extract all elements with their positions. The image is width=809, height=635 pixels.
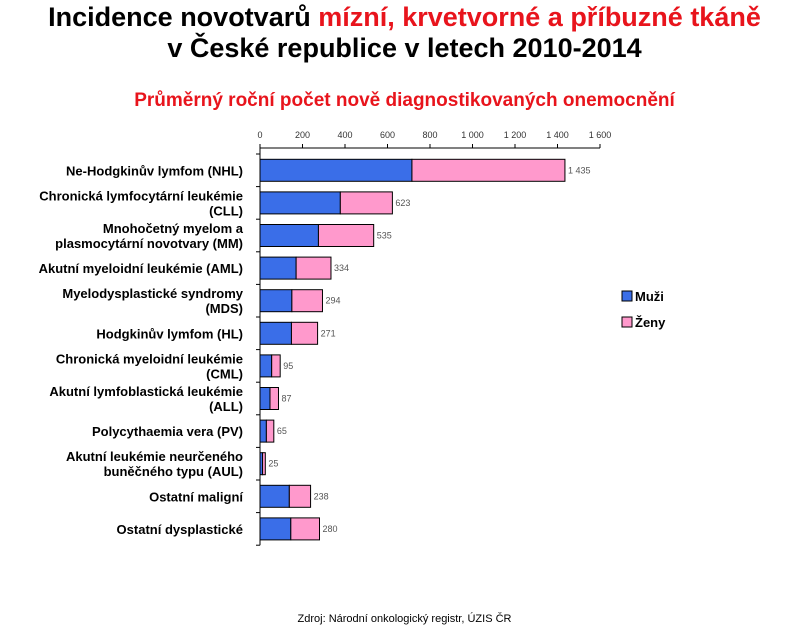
category-label-0: Ne-Hodgkinův lymfom (NHL) [66,163,243,178]
x-tick-label-8: 1 600 [589,130,612,140]
chart-subtitle: Průměrný roční počet nově diagnostikovan… [134,90,675,111]
title-prefix: Incidence novotvarů [48,2,319,32]
category-label-2-0: Mnohočetný myelom a [103,221,244,236]
category-label-4-0: Myelodysplastické syndromy [62,286,243,301]
bar-muzi-7 [259,387,271,410]
bar-zeny-8 [265,419,275,443]
bar-zeny-0 [411,158,566,182]
bar-zeny-10 [288,484,312,508]
category-label-6-0: Chronická myeloidní leukémie [56,351,243,366]
category-label-7-1: (ALL) [209,399,243,414]
bar-zeny-5 [290,321,319,345]
chart-title-line-1: Incidence novotvarů mízní, krvetvorné a … [0,2,809,33]
bar-muzi-8 [259,419,267,443]
total-label-9: 25 [268,459,278,469]
total-label-3: 334 [334,263,349,273]
category-label-4-1: (MDS) [205,301,243,316]
bar-zeny-4 [291,289,323,313]
category-label-3: Akutní myeloidní leukémie (AML) [39,261,243,276]
x-tick-label-5: 1 000 [461,130,484,140]
category-label-9-1: buněčného typu (AUL) [104,464,243,479]
category-label-10: Ostatní maligní [149,489,243,504]
bar-zeny-2 [317,224,375,247]
chart-title-line-2: v České republice v letech 2010-2014 [167,33,642,63]
bar-zeny-7 [269,387,279,410]
total-label-2: 535 [377,231,392,241]
bar-muzi-0 [259,158,413,182]
legend-label-zeny: Ženy [635,315,666,330]
bar-zeny-1 [339,191,393,215]
bar-muzi-6 [259,354,273,378]
category-label-1-0: Chronická lymfocytární leukémie [39,188,243,203]
category-label-6-1: (CML) [206,366,243,381]
category-label-7-0: Akutní lymfoblastická leukémie [49,384,243,399]
legend-label-muzi: Muži [635,289,664,304]
bar-chart: 0 200 400 600 800 1 000 1 200 1 400 1 600 Ne-Hodg… [39,130,666,546]
x-tick-label-2: 400 [337,130,352,140]
category-label-1-1: (CLL) [209,203,243,218]
bar-zeny-6 [271,354,281,378]
bar-muzi-1 [259,191,341,215]
title-highlight: mízní, krvetvorné a příbuzné tkáně [318,2,761,32]
category-label-8: Polycythaemia vera (PV) [92,424,243,439]
x-tick-label-3: 600 [380,130,395,140]
bar-muzi-5 [259,321,292,345]
category-label-2-1: plasmocytární novotvary (MM) [55,236,243,251]
bar-muzi-2 [259,224,319,247]
total-label-0: 1 435 [568,165,591,175]
bar-muzi-11 [259,517,292,541]
x-tick-label-7: 1 400 [546,130,569,140]
x-tick-label-0: 0 [257,130,262,140]
total-label-8: 65 [277,426,287,436]
legend-swatch-muzi [621,290,633,302]
total-label-10: 238 [314,491,329,501]
total-label-4: 294 [325,296,340,306]
category-label-11: Ostatní dysplastické [117,522,243,537]
legend-swatch-zeny [621,316,633,328]
total-label-6: 95 [283,361,293,371]
total-label-7: 87 [281,394,291,404]
bar-zeny-9 [262,452,266,476]
total-label-5: 271 [321,328,336,338]
bar-zeny-3 [295,256,332,280]
source-note: Zdroj: Národní onkologický registr, ÚZIS… [297,613,512,625]
x-tick-label-4: 800 [422,130,437,140]
x-tick-label-1: 200 [295,130,310,140]
category-label-5: Hodgkinův lymfom (HL) [96,326,243,341]
bar-zeny-11 [290,517,320,541]
bar-muzi-3 [259,256,297,280]
total-label-1: 623 [395,198,410,208]
category-label-9-0: Akutní leukémie neurčeného [66,449,243,464]
total-label-11: 280 [323,524,338,534]
bar-muzi-4 [259,289,293,313]
x-tick-label-6: 1 200 [504,130,527,140]
bar-muzi-10 [259,484,290,508]
